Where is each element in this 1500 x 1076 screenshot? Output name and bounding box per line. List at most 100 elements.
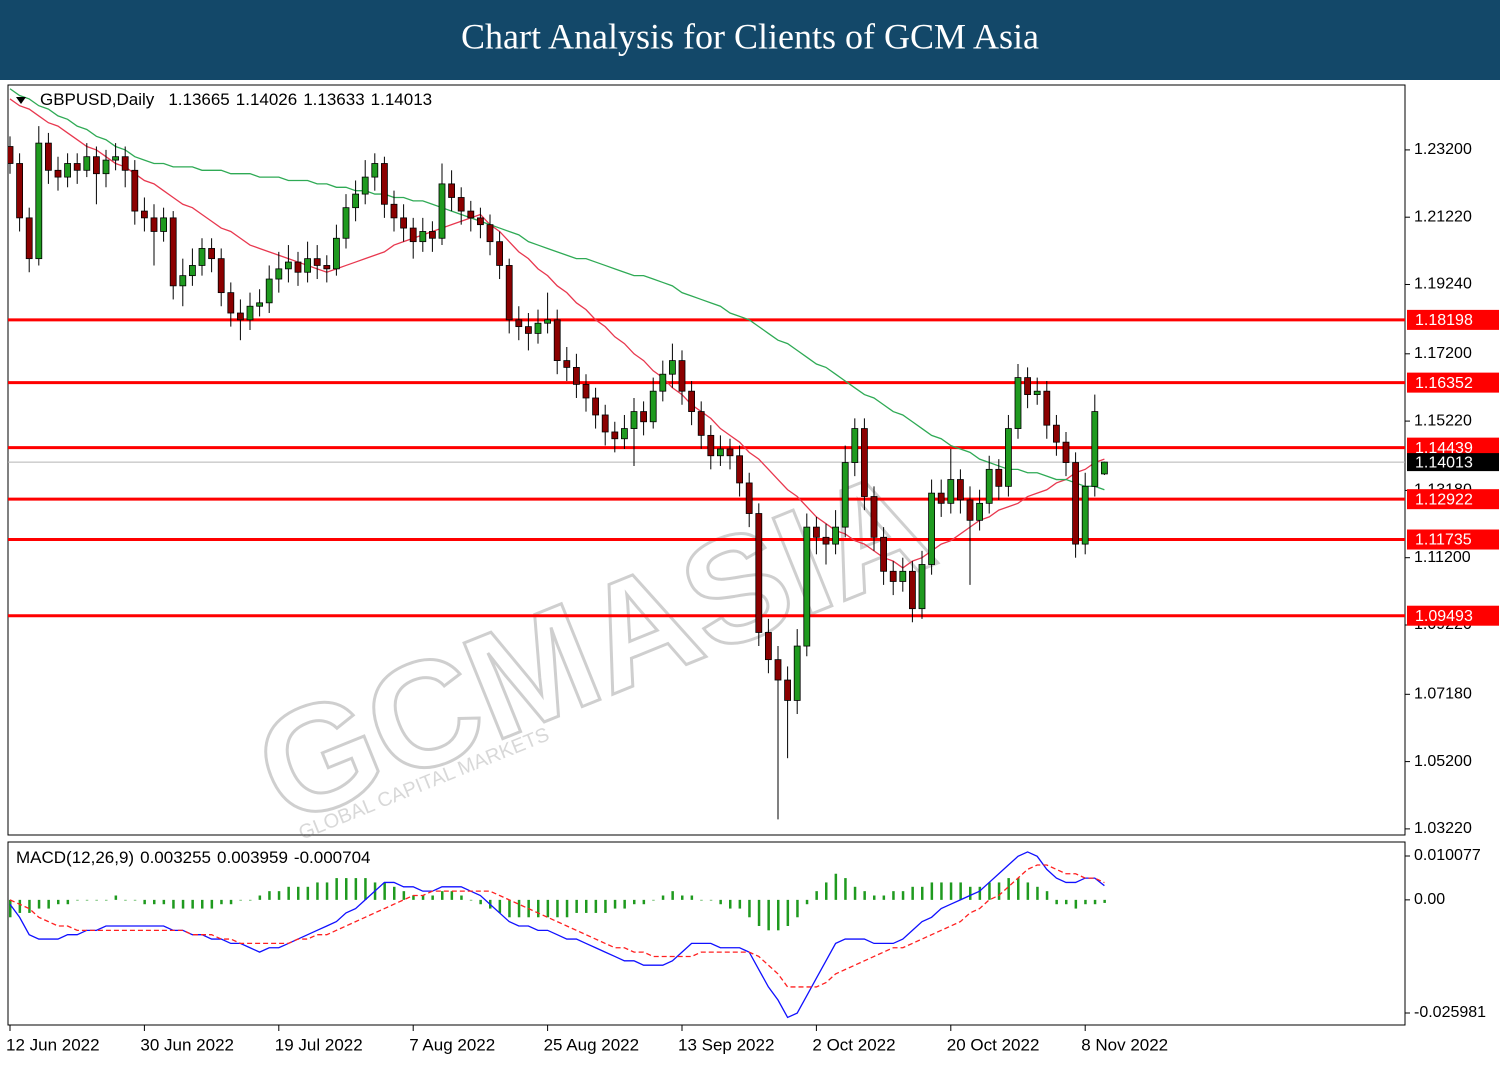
histogram-bar	[882, 895, 886, 900]
histogram-bar	[421, 895, 425, 900]
candle-body	[899, 570, 907, 582]
candle-body	[889, 570, 897, 582]
histogram-bar	[930, 882, 934, 900]
candle-body	[995, 468, 1003, 487]
x-tick-label: 20 Oct 2022	[947, 1035, 1040, 1054]
candle-body	[515, 319, 523, 328]
histogram-bar	[57, 899, 60, 905]
histogram-bar	[873, 895, 876, 900]
level-label: 1.12922	[1415, 491, 1473, 508]
x-tick-label: 2 Oct 2022	[812, 1035, 895, 1054]
candle-body	[755, 513, 763, 633]
histogram-bar	[565, 899, 569, 918]
y-tick-label: 1.21220	[1414, 208, 1472, 225]
y-tick-label: 0.010077	[1414, 847, 1481, 864]
histogram-bar	[604, 899, 607, 913]
histogram-bar	[181, 899, 185, 909]
histogram-bar	[18, 899, 22, 913]
histogram-bar	[66, 899, 70, 905]
level-label: 1.14439	[1415, 440, 1473, 457]
symbol-header: GBPUSD,Daily 1.13665 1.14026 1.13633 1.14013	[40, 90, 432, 109]
x-tick-label: 12 Jun 2022	[6, 1035, 100, 1054]
open-value: 1.13665	[168, 90, 229, 109]
histogram-bar	[738, 899, 742, 909]
candle-body	[774, 659, 782, 681]
candle-body	[957, 479, 964, 501]
candle-body	[592, 397, 599, 416]
candle-body	[1072, 462, 1079, 545]
histogram-bar	[997, 882, 1001, 900]
histogram-bar	[95, 899, 98, 901]
macd-panel	[7, 841, 1406, 1026]
candle-body	[1053, 424, 1060, 443]
histogram-bar	[162, 899, 166, 905]
histogram-bar	[901, 891, 905, 900]
candle-body	[813, 526, 820, 538]
high-value: 1.14026	[236, 90, 297, 109]
y-tick-label: 1.19240	[1414, 276, 1472, 293]
current-price-box	[1407, 453, 1499, 472]
histogram-bar	[681, 895, 684, 900]
current-price-label: 1.14013	[1415, 454, 1473, 471]
signal-value: 0.003959	[217, 848, 288, 867]
histogram-bar	[172, 899, 175, 909]
histogram-bar	[450, 891, 454, 900]
candle-body	[745, 482, 753, 514]
candle-body	[150, 217, 158, 232]
candle-body	[457, 197, 465, 212]
candle-body	[985, 468, 993, 504]
histogram-bar	[402, 891, 406, 900]
histogram-bar	[633, 899, 636, 905]
moving-average	[9, 88, 1105, 491]
macd-value: 0.003255	[140, 848, 211, 867]
level-label-box	[1407, 489, 1499, 510]
y-tick-label: 1.23200	[1414, 141, 1472, 158]
candle-body	[294, 261, 302, 273]
candle-body	[880, 536, 887, 572]
histogram-bar	[1093, 899, 1097, 905]
histogram-bar	[498, 899, 502, 913]
histogram-bar	[892, 891, 895, 900]
candle-body	[140, 210, 148, 219]
candle-body	[553, 319, 561, 362]
x-tick-label: 25 Aug 2022	[544, 1035, 639, 1054]
candle-body	[409, 227, 417, 243]
candle-body	[928, 492, 935, 565]
histogram-bar	[85, 899, 89, 901]
histogram-bar	[940, 882, 943, 900]
histogram-bar	[460, 895, 463, 900]
candle-body	[83, 156, 91, 171]
candle-body	[851, 428, 859, 463]
candle-body	[621, 428, 628, 440]
candle-body	[1101, 461, 1108, 475]
histogram-bar	[201, 899, 204, 909]
histogram-bar	[258, 895, 262, 900]
candle-body	[380, 163, 388, 205]
candle-body	[8, 146, 14, 164]
histogram-bar	[709, 899, 713, 901]
symbol: GBPUSD,Daily	[40, 90, 155, 109]
level-label: 1.09493	[1415, 608, 1473, 625]
histogram-bar	[37, 899, 41, 909]
candle-body	[534, 322, 542, 334]
x-tick-label: 19 Jul 2022	[275, 1035, 363, 1054]
candle-body	[717, 448, 724, 457]
candle-body	[765, 632, 772, 661]
histogram-bar	[1055, 899, 1058, 905]
histogram-bar	[978, 886, 982, 900]
candle-body	[227, 292, 235, 314]
candle-body	[217, 258, 225, 294]
candle-body	[169, 217, 177, 287]
candle-body	[803, 526, 811, 647]
candle-body	[246, 305, 254, 321]
candle-body	[112, 156, 119, 161]
candle-body	[428, 231, 436, 239]
histogram-bar	[306, 886, 310, 900]
candle-body	[947, 479, 955, 504]
candle-body	[784, 679, 791, 701]
candle-body	[102, 159, 110, 175]
candle-body	[544, 319, 551, 324]
histogram-bar	[268, 891, 271, 900]
y-tick-label: 1.17200	[1414, 345, 1472, 362]
